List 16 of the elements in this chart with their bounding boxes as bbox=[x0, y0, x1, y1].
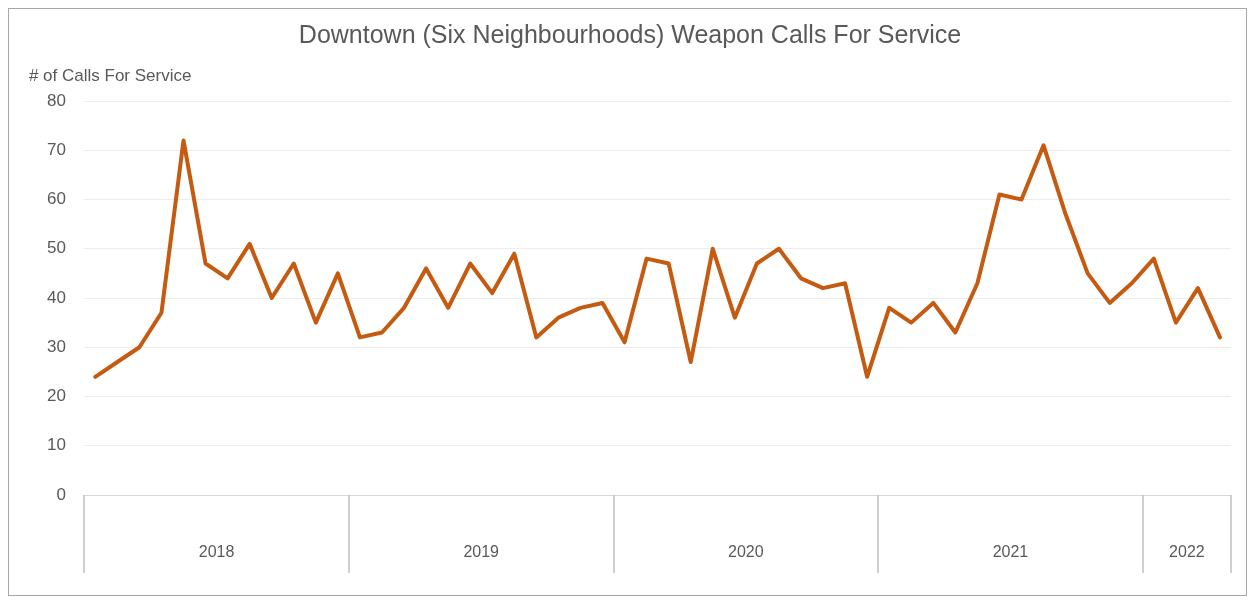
y-tick-label: 70 bbox=[46, 139, 66, 159]
y-tick-label: 80 bbox=[46, 90, 66, 110]
x-tick-label: 2020 bbox=[728, 543, 764, 561]
y-tick-label: 10 bbox=[46, 435, 66, 455]
y-tick-label: 60 bbox=[46, 189, 66, 209]
y-tick-label: 40 bbox=[46, 287, 66, 307]
x-tick-label: 2019 bbox=[463, 543, 500, 561]
x-tick-label: 2021 bbox=[992, 543, 1029, 561]
y-tick-label: 20 bbox=[46, 386, 66, 406]
x-tick-label: 2022 bbox=[1169, 543, 1205, 561]
x-tick-label: 2018 bbox=[198, 543, 235, 561]
chart-title: Downtown (Six Neighbourhoods) Weapon Calls For Service bbox=[298, 19, 962, 48]
y-tick-label: 50 bbox=[46, 238, 66, 258]
y-tick-label: 0 bbox=[56, 484, 66, 504]
y-axis-title: # of Calls For Service bbox=[28, 66, 192, 86]
y-tick-label: 30 bbox=[46, 336, 66, 356]
